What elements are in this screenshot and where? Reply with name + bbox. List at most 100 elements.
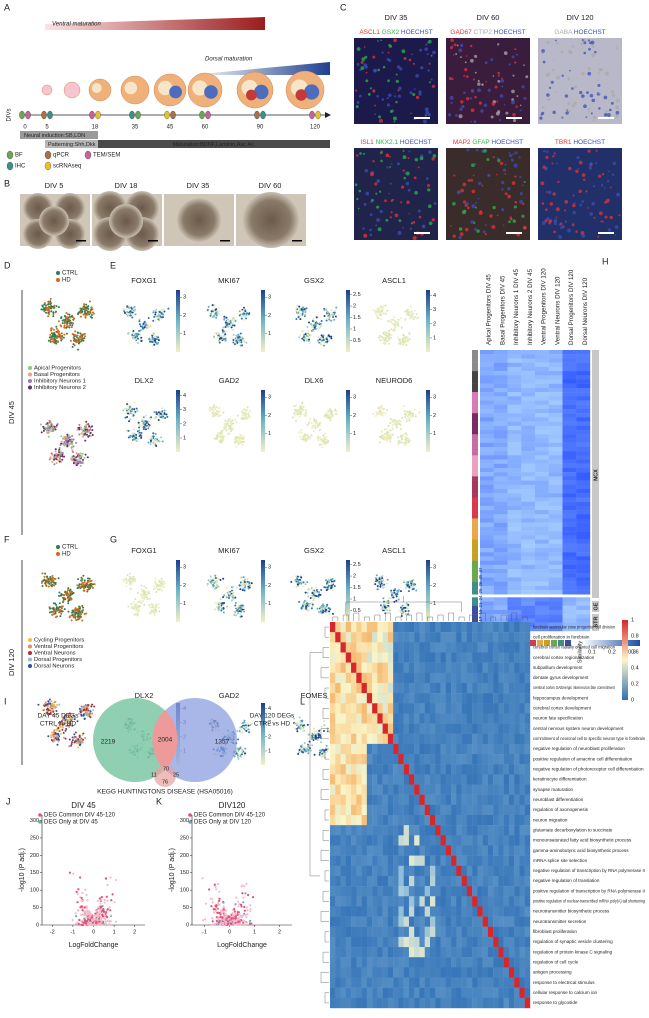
umap-cell bbox=[316, 590, 319, 593]
umap-cell bbox=[80, 309, 83, 312]
umap-cell bbox=[42, 429, 45, 432]
umap-cell bbox=[44, 304, 47, 307]
umap-cell bbox=[65, 311, 68, 314]
cell bbox=[377, 68, 380, 72]
legend-marker bbox=[44, 161, 52, 171]
umap-cell bbox=[49, 338, 52, 341]
umap-cell bbox=[302, 335, 305, 338]
umap-cell bbox=[317, 594, 320, 597]
umap-cell bbox=[142, 421, 145, 424]
umap-cell bbox=[412, 415, 415, 418]
cell bbox=[393, 38, 398, 43]
cell bbox=[545, 155, 549, 159]
umap-cell bbox=[78, 583, 81, 586]
legend-marker bbox=[28, 379, 32, 383]
umap-cell bbox=[75, 456, 78, 459]
cell bbox=[484, 233, 487, 236]
stain-name: GFAP bbox=[472, 139, 491, 146]
cell bbox=[587, 39, 591, 42]
cell bbox=[406, 200, 410, 205]
umap-cell bbox=[382, 411, 385, 414]
umap-cell bbox=[145, 587, 148, 590]
cell bbox=[389, 165, 392, 168]
umap-cell bbox=[236, 756, 239, 759]
timepoint bbox=[47, 110, 53, 120]
umap-cell bbox=[308, 420, 311, 423]
umap-cell bbox=[240, 728, 243, 731]
day-label: 18 bbox=[92, 125, 99, 131]
cell bbox=[411, 53, 413, 56]
umap-cell bbox=[90, 316, 93, 319]
umap-cell bbox=[55, 725, 58, 728]
umap-cell bbox=[64, 729, 67, 732]
umap-cell bbox=[53, 701, 56, 704]
umap-cell bbox=[322, 334, 325, 337]
stain-title: ASCL1 GSX2 HOECHST bbox=[359, 29, 432, 36]
umap-cell bbox=[80, 576, 83, 579]
cell bbox=[414, 190, 418, 195]
cell bbox=[459, 107, 463, 111]
cell bbox=[408, 58, 412, 62]
cell bbox=[555, 91, 558, 94]
umap-cell bbox=[81, 581, 84, 584]
umap-cell bbox=[77, 331, 80, 334]
cell bbox=[402, 150, 405, 152]
umap-cell bbox=[302, 585, 305, 588]
cell bbox=[388, 43, 391, 47]
umap-cell bbox=[74, 607, 77, 610]
umap-cell bbox=[67, 320, 70, 323]
umap-cell bbox=[50, 307, 53, 310]
umap-cell bbox=[230, 326, 233, 329]
cell bbox=[513, 118, 517, 123]
umap-cell bbox=[323, 719, 326, 722]
umap-cell bbox=[376, 585, 379, 588]
umap-cell bbox=[391, 329, 394, 332]
cell bbox=[553, 230, 556, 234]
umap-cell bbox=[47, 309, 50, 312]
cell bbox=[375, 224, 378, 227]
umap-cell bbox=[75, 334, 78, 337]
umap-cell bbox=[56, 609, 59, 612]
umap-cell bbox=[132, 432, 135, 435]
umap-cell bbox=[222, 577, 225, 580]
umap-cell bbox=[72, 445, 75, 448]
umap-cell bbox=[90, 705, 93, 708]
umap-cell bbox=[300, 580, 303, 583]
umap-cell bbox=[68, 326, 71, 329]
cell bbox=[426, 53, 429, 56]
cell bbox=[424, 107, 429, 112]
umap-cell bbox=[244, 747, 247, 750]
umap-cell bbox=[136, 409, 139, 412]
umap-cell bbox=[408, 311, 411, 314]
umap-cell bbox=[313, 326, 316, 329]
umap-cell bbox=[161, 316, 164, 319]
umap-cell bbox=[325, 589, 328, 592]
cell bbox=[367, 92, 371, 96]
umap-cell bbox=[157, 579, 160, 582]
umap-cell bbox=[298, 415, 301, 418]
umap-cell bbox=[160, 416, 163, 419]
umap-cell bbox=[234, 596, 237, 599]
umap-cell bbox=[323, 337, 326, 340]
umap-cell bbox=[399, 427, 402, 430]
colorbar-tick-label: 2 bbox=[353, 574, 356, 580]
umap-cell bbox=[55, 458, 58, 461]
cell bbox=[410, 222, 414, 225]
umap-cell bbox=[127, 409, 130, 412]
umap-cell bbox=[63, 441, 66, 444]
umap-cell bbox=[137, 437, 140, 440]
umap-cell bbox=[81, 578, 84, 581]
phase-bar bbox=[98, 140, 330, 148]
umap-cell bbox=[392, 318, 395, 321]
umap-cell bbox=[207, 305, 210, 308]
umap-cell bbox=[399, 342, 402, 345]
umap-cell bbox=[312, 424, 315, 427]
umap-cell bbox=[405, 604, 408, 607]
umap-cell bbox=[406, 339, 409, 342]
umap-cell bbox=[159, 315, 162, 318]
legend-label: HD bbox=[62, 552, 71, 558]
umap-cell bbox=[330, 412, 333, 415]
umap-cell bbox=[72, 714, 75, 717]
umap-cell bbox=[397, 589, 400, 592]
